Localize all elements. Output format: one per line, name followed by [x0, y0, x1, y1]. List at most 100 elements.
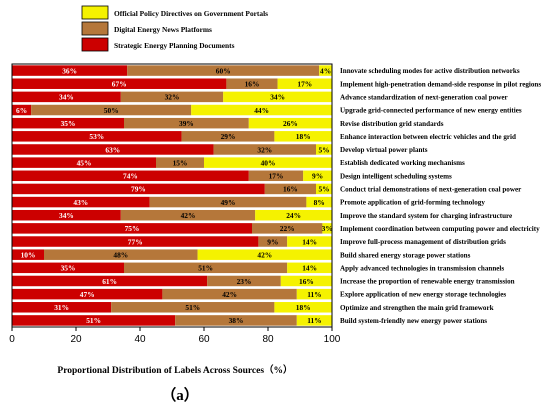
bar-segment [296, 315, 332, 326]
category-label: Conduct trial demonstrations of next-gen… [340, 186, 521, 194]
bar-segment [12, 315, 176, 326]
bar-data-label: 34% [59, 93, 74, 102]
bar-data-label: 60% [216, 66, 231, 75]
bar-data-label: 36% [62, 66, 77, 75]
bar-segment [162, 288, 297, 300]
bar-data-label: 4% [320, 66, 331, 75]
bar-data-label: 40% [261, 158, 276, 167]
category-label: Revise distribution grid standards [340, 120, 444, 128]
category-label: Explore application of new energy storag… [340, 291, 506, 299]
bar-data-label: 49% [221, 198, 236, 207]
bar-segment [197, 249, 332, 260]
category-label: Advance standardization of next-generati… [340, 93, 508, 101]
bar-segment [12, 65, 128, 76]
bar-data-label: 42% [222, 290, 237, 299]
legend-label: Strategic Energy Planning Documents [114, 41, 235, 50]
bar-segment [248, 117, 332, 129]
bar-segment [12, 196, 150, 208]
bar-segment [296, 288, 332, 300]
bar-segment [12, 236, 259, 247]
bar-data-label: 16% [245, 80, 260, 89]
bar-segment [12, 170, 249, 182]
bar-data-label: 34% [270, 93, 285, 102]
bar-data-label: 9% [267, 237, 278, 246]
bar-data-label: 47% [80, 290, 95, 299]
bar-data-label: 10% [21, 250, 36, 259]
bar-data-label: 17% [297, 80, 312, 89]
bar-data-label: 61% [102, 277, 117, 286]
bar-segment [207, 275, 281, 287]
bar-segment [226, 78, 278, 89]
bar-segment [44, 249, 198, 260]
bar-data-label: 14% [302, 264, 317, 273]
bar-segment [316, 144, 332, 155]
bar-segment [258, 236, 288, 247]
bar-data-label: 16% [299, 277, 314, 286]
bar-segment [156, 157, 204, 168]
x-tick-label: 80 [262, 334, 274, 345]
bar-segment [264, 183, 316, 195]
bar-data-label: 44% [254, 106, 269, 115]
category-label: Upgrade grid-connected performance of ne… [340, 107, 522, 115]
bar-data-label: 48% [113, 250, 128, 259]
bar-segment [120, 91, 224, 103]
legend: Official Policy Directives on Government… [81, 5, 268, 52]
bar-data-label: 3% [322, 224, 333, 233]
bar-segment [303, 170, 332, 182]
bar-segment [12, 223, 252, 234]
bar-segment [191, 104, 332, 116]
bar-data-label: 32% [165, 93, 180, 102]
bar-segment [181, 131, 275, 142]
bar-data-label: 39% [179, 119, 194, 128]
bar-segment [12, 262, 124, 274]
bar-segment [12, 302, 112, 313]
x-tick-label: 0 [9, 334, 15, 345]
bar-segment [12, 78, 227, 89]
bar-data-label: 6% [16, 106, 27, 115]
category-label: Implement coordination between computing… [340, 225, 540, 233]
bar-data-label: 74% [123, 172, 138, 181]
bar-data-label: 5% [318, 145, 329, 154]
bar-data-label: 42% [181, 211, 196, 220]
bar-segment [111, 302, 275, 313]
bar-data-label: 38% [229, 316, 244, 325]
category-label: Apply advanced technologies in transmiss… [340, 264, 504, 272]
bar-data-label: 24% [286, 211, 301, 220]
bar-data-label: 16% [283, 185, 298, 194]
bar-data-label: 8% [314, 198, 325, 207]
bar-data-label: 77% [128, 237, 143, 246]
bar-data-label: 53% [89, 132, 104, 141]
bar-segment [127, 65, 320, 76]
x-tick-label: 20 [70, 334, 82, 345]
bar-segment [124, 262, 288, 274]
bar-segment [204, 157, 332, 168]
legend-swatch [81, 37, 109, 52]
bar-segment [12, 91, 121, 103]
bar-segment [12, 157, 156, 168]
bar-data-label: 23% [237, 277, 252, 286]
category-labels: Innovate scheduling modes for active dis… [340, 67, 541, 325]
bar-data-label: 67% [112, 80, 127, 89]
category-label: Optimize and strengthen the main grid fr… [340, 304, 494, 312]
bar-data-label: 79% [131, 185, 146, 194]
bar-data-label: 5% [318, 185, 329, 194]
bar-data-label: 15% [173, 158, 188, 167]
bar-data-label: 26% [283, 119, 298, 128]
bar-segment [12, 131, 182, 142]
legend-label: Digital Energy News Platforms [114, 25, 212, 34]
bar-segment [255, 209, 332, 221]
category-label: Design intelligent scheduling systems [340, 172, 452, 180]
bar-segment [280, 275, 332, 287]
bar-data-label: 45% [77, 158, 92, 167]
bar-data-label: 9% [312, 172, 323, 181]
category-label: Establish dedicated working mechanisms [340, 159, 465, 167]
bar-data-label: 31% [54, 303, 69, 312]
category-label: Enhance interaction between electric veh… [340, 133, 516, 141]
category-label: Promote application of grid-forming tech… [340, 199, 485, 207]
x-axis-title: Proportional Distribution of Labels Acro… [57, 366, 293, 376]
bar-segment [213, 144, 316, 155]
bar-segment [12, 183, 265, 195]
bar-segment [175, 315, 297, 326]
bar-segment [12, 209, 121, 221]
